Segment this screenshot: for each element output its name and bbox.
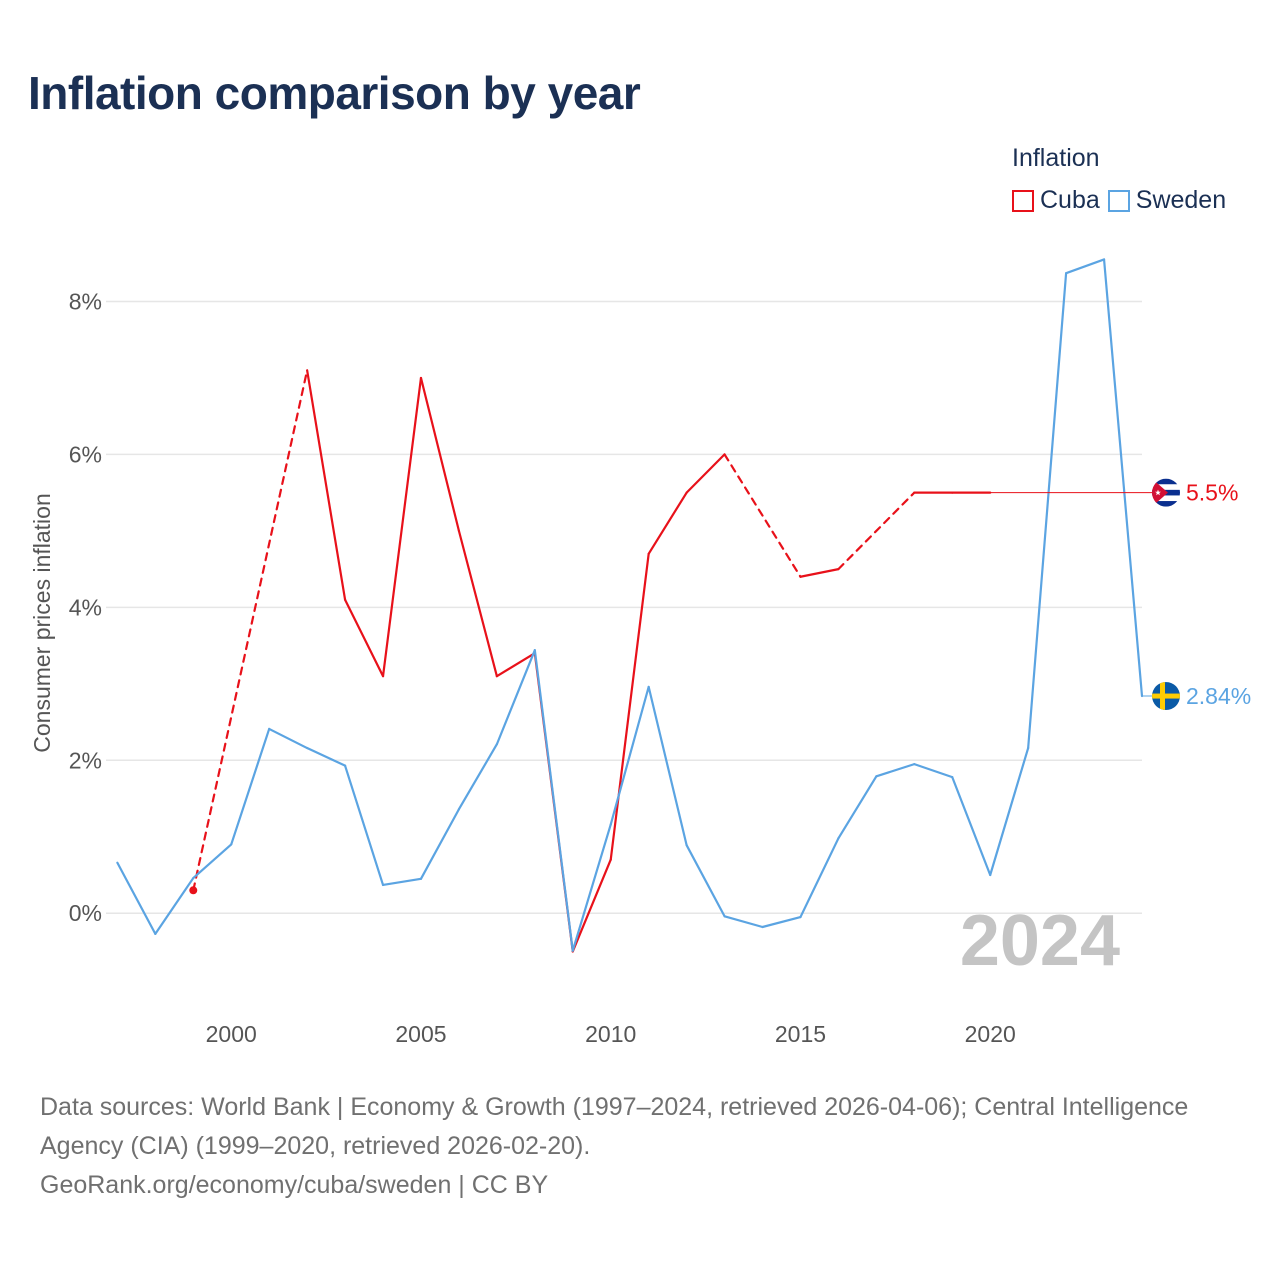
- y-axis-label: Consumer prices inflation: [29, 493, 55, 753]
- series-segment-sweden: [116, 861, 157, 935]
- series-segment-cuba: [419, 376, 461, 532]
- series-segment-cuba: [609, 552, 650, 861]
- series-segment-sweden: [685, 844, 726, 918]
- series-lines: [116, 258, 1144, 953]
- legend-item-sweden[interactable]: Sweden: [1107, 186, 1227, 215]
- series-segment-sweden: [268, 727, 309, 750]
- series-segment-sweden: [647, 685, 688, 847]
- legend-label-cuba: Cuba: [1040, 186, 1100, 214]
- credit-link[interactable]: GeoRank.org/economy/cuba/sweden | CC BY: [40, 1171, 549, 1199]
- series-segment-sweden: [154, 876, 195, 935]
- series-segment-sweden: [989, 746, 1030, 877]
- series-segment-sweden: [571, 823, 612, 952]
- end-markers: 5.5% 2.84%: [990, 480, 1251, 709]
- y-tick-label: 6%: [69, 441, 102, 467]
- data-sources: Data sources: World Bank | Economy & Gro…: [40, 1093, 1189, 1160]
- current-year-watermark: 2024: [960, 901, 1120, 981]
- series-segment-sweden: [913, 763, 954, 779]
- series-segment-sweden: [799, 837, 840, 919]
- x-axis-ticks: 2000 2005 2010 2015 2020: [206, 1021, 1016, 1047]
- series-segment-sweden: [533, 649, 574, 952]
- legend-swatch-sweden: [1107, 189, 1130, 212]
- footer: Data sources: World Bank | Economy & Gro…: [40, 1088, 1240, 1205]
- end-value-label-cuba: 5.5%: [1186, 480, 1238, 506]
- legend-item-cuba[interactable]: Cuba: [1012, 186, 1100, 215]
- series-segment-cuba: [192, 369, 309, 892]
- series-segment-sweden: [457, 743, 498, 811]
- y-tick-label: 4%: [69, 594, 102, 620]
- series-segment-cuba: [685, 453, 726, 494]
- end-value-label-sweden: 2.84%: [1186, 683, 1251, 709]
- series-segment-sweden: [1065, 258, 1106, 275]
- y-tick-label: 8%: [69, 288, 102, 314]
- y-tick-label: 2%: [69, 747, 102, 773]
- x-tick-label: 2015: [775, 1021, 826, 1047]
- sweden-flag-icon: [1152, 682, 1180, 711]
- cuba-flag-icon: [1152, 478, 1180, 507]
- series-segment-cuba: [837, 491, 916, 571]
- series-segment-sweden: [419, 808, 461, 880]
- x-tick-label: 2005: [395, 1021, 446, 1047]
- x-tick-label: 2000: [206, 1021, 257, 1047]
- series-segment-sweden: [381, 877, 423, 887]
- series-segment-cuba: [343, 598, 385, 678]
- series-segment-sweden: [837, 775, 878, 840]
- series-segment-cuba: [495, 652, 536, 678]
- legend-swatch-cuba: [1012, 189, 1034, 212]
- series-segment-sweden: [761, 915, 802, 929]
- series-segment-cuba: [571, 858, 612, 953]
- chart-title: Inflation comparison by year: [28, 67, 641, 119]
- line-chart: 0% 2% 4% 6% 8% 2000 2005 2010 2015 2020 Consumer…: [29, 258, 1251, 1047]
- legend-label-sweden: Sweden: [1135, 186, 1227, 214]
- series-segment-cuba: [457, 529, 498, 678]
- series-segment-cuba: [723, 453, 802, 578]
- series-segment-cuba: [799, 568, 840, 578]
- series-segment-sweden: [951, 776, 992, 877]
- series-segment-sweden: [192, 843, 233, 880]
- series-segment-cuba: [381, 376, 423, 678]
- series-segment-cuba: [647, 491, 688, 555]
- series-segment-sweden: [1027, 272, 1068, 750]
- series-segment-sweden: [1102, 258, 1144, 698]
- series-segment-sweden: [875, 763, 916, 778]
- series-segment-sweden: [495, 649, 536, 746]
- legend: Cuba Sweden: [1012, 186, 1234, 215]
- x-tick-label: 2010: [585, 1021, 636, 1047]
- legend-title: Inflation: [1012, 144, 1100, 172]
- start-point-cuba: [189, 886, 198, 895]
- series-segment-cuba: [306, 369, 347, 601]
- series-segment-sweden: [306, 746, 347, 767]
- series-segment-sweden: [609, 685, 650, 826]
- series-segment-sweden: [230, 727, 271, 846]
- y-axis-ticks: 0% 2% 4% 6% 8%: [69, 288, 102, 926]
- series-segment-sweden: [723, 915, 764, 929]
- series-segment-sweden: [343, 764, 385, 887]
- y-tick-label: 0%: [69, 900, 102, 926]
- gridlines: [106, 300, 1142, 914]
- x-tick-label: 2020: [965, 1021, 1016, 1047]
